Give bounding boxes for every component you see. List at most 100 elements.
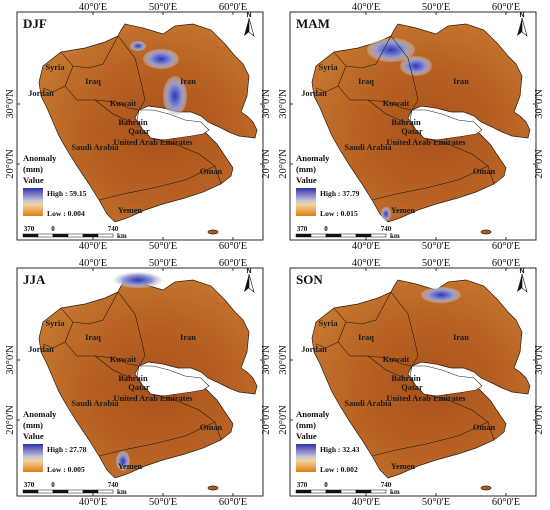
lat-label-left: 20°0'N	[5, 149, 16, 179]
country-label: Iraq	[358, 77, 374, 86]
legend-high: High : 27.78	[47, 445, 87, 454]
country-label: Qatar	[128, 383, 150, 392]
country-border	[60, 291, 119, 325]
country-label: Iran	[453, 333, 469, 342]
country-label: United Arab Emirates	[113, 394, 193, 403]
legend-color-ramp	[296, 444, 316, 472]
scale-unit: km	[390, 488, 400, 496]
country-label: Jordan	[28, 345, 54, 354]
peninsula-landmass	[38, 279, 258, 479]
lon-label-bottom: 40°0'E	[79, 241, 107, 252]
lon-label-bottom: 50°0'E	[149, 241, 177, 252]
country-border	[315, 65, 347, 93]
country-label: Iraq	[85, 77, 101, 86]
country-label: United Arab Emirates	[386, 138, 466, 147]
country-label: Yemen	[118, 462, 143, 471]
scale-label: 370	[24, 481, 35, 489]
lon-label-bottom: 50°0'E	[422, 241, 450, 252]
season-label: MAM	[296, 16, 330, 31]
legend-color-ramp	[23, 188, 43, 216]
lat-label-left: 20°0'N	[5, 405, 16, 435]
country-border	[98, 421, 216, 457]
north-label: N	[519, 12, 524, 19]
legend-unit: (mm)	[296, 164, 316, 174]
island	[207, 229, 219, 235]
lon-label-top: 40°0'E	[79, 258, 107, 269]
lat-label-right: 20°0'N	[261, 149, 272, 179]
lat-label-right: 30°0'N	[261, 89, 272, 119]
lat-label-left: 30°0'N	[278, 345, 289, 375]
country-border	[42, 65, 74, 93]
lat-label-right: 20°0'N	[534, 149, 545, 179]
lat-label-right: 20°0'N	[534, 405, 545, 435]
lon-label-top: 50°0'E	[149, 258, 177, 269]
scale-label: 0	[51, 481, 55, 489]
lon-label-bottom: 60°0'E	[492, 241, 520, 252]
lat-label-left: 30°0'N	[5, 89, 16, 119]
country-label: Saudi Arabia	[71, 399, 119, 408]
country-label: Qatar	[401, 383, 423, 392]
high-anomaly-region	[367, 38, 415, 62]
scale-label: 0	[51, 225, 55, 233]
country-label: Saudi Arabia	[344, 399, 392, 408]
north-label: N	[519, 268, 524, 275]
country-label: Syria	[45, 63, 65, 72]
map-panel-mam: 40°0'E 40°0'E 50°0'E 50°0'E 60°0'E 60°0'E 30°0…	[276, 2, 546, 252]
country-border	[142, 385, 150, 393]
legend-value-label: Value	[23, 175, 44, 185]
legend-title: Anomaly	[23, 409, 57, 419]
country-label: Bahrain	[118, 374, 148, 383]
lon-label-top: 60°0'E	[492, 258, 520, 269]
season-label: SON	[296, 272, 323, 287]
lon-label-top: 50°0'E	[422, 258, 450, 269]
country-border	[150, 393, 222, 441]
country-border	[333, 291, 392, 325]
season-label: DJF	[23, 16, 47, 31]
country-border	[367, 99, 405, 123]
country-border	[367, 355, 405, 379]
scale-label: 370	[297, 225, 308, 233]
high-anomaly-region	[143, 49, 179, 69]
island	[207, 485, 219, 491]
country-label: Saudi Arabia	[344, 143, 392, 152]
lon-label-top: 50°0'E	[422, 2, 450, 13]
country-label: Qatar	[128, 127, 150, 136]
scale-label: 0	[324, 225, 328, 233]
lat-label-right: 30°0'N	[534, 345, 545, 375]
legend-title: Anomaly	[296, 409, 330, 419]
lon-label-bottom: 40°0'E	[352, 241, 380, 252]
country-border	[390, 291, 419, 367]
high-anomaly-region	[116, 451, 130, 471]
map-panel-son: 40°0'E 40°0'E 50°0'E 50°0'E 60°0'E 60°0'E 30°0…	[276, 258, 546, 508]
country-label: Bahrain	[391, 374, 421, 383]
peninsula-landmass	[311, 279, 531, 479]
legend-value-label: Value	[296, 175, 317, 185]
north-label: N	[246, 268, 251, 275]
high-anomaly-region	[130, 41, 146, 51]
lon-label-bottom: 50°0'E	[422, 497, 450, 508]
legend-low: Low : 0.002	[320, 465, 358, 474]
scale-label: 0	[324, 481, 328, 489]
country-label: Iran	[180, 77, 196, 86]
legend-high: High : 32.43	[320, 445, 360, 454]
legend-low: Low : 0.005	[47, 465, 85, 474]
country-label: Saudi Arabia	[71, 143, 119, 152]
legend-title: Anomaly	[296, 153, 330, 163]
lat-label-right: 30°0'N	[261, 345, 272, 375]
lat-label-right: 20°0'N	[261, 405, 272, 435]
lon-label-top: 50°0'E	[149, 2, 177, 13]
map-svg: 40°0'E 40°0'E 50°0'E 50°0'E 60°0'E 60°0'E 30°0…	[278, 2, 545, 252]
lon-label-bottom: 60°0'E	[219, 241, 247, 252]
country-border	[98, 165, 216, 201]
scale-unit: km	[390, 232, 400, 240]
legend-low: Low : 0.015	[320, 209, 358, 218]
country-border	[423, 137, 495, 185]
legend-high: High : 37.79	[320, 189, 360, 198]
country-border	[42, 321, 74, 349]
country-border	[60, 35, 119, 69]
country-border	[142, 129, 150, 137]
map-svg: 40°0'E 40°0'E 50°0'E 50°0'E 60°0'E 60°0'E 30°0…	[5, 2, 272, 252]
country-label: Oman	[200, 167, 223, 176]
